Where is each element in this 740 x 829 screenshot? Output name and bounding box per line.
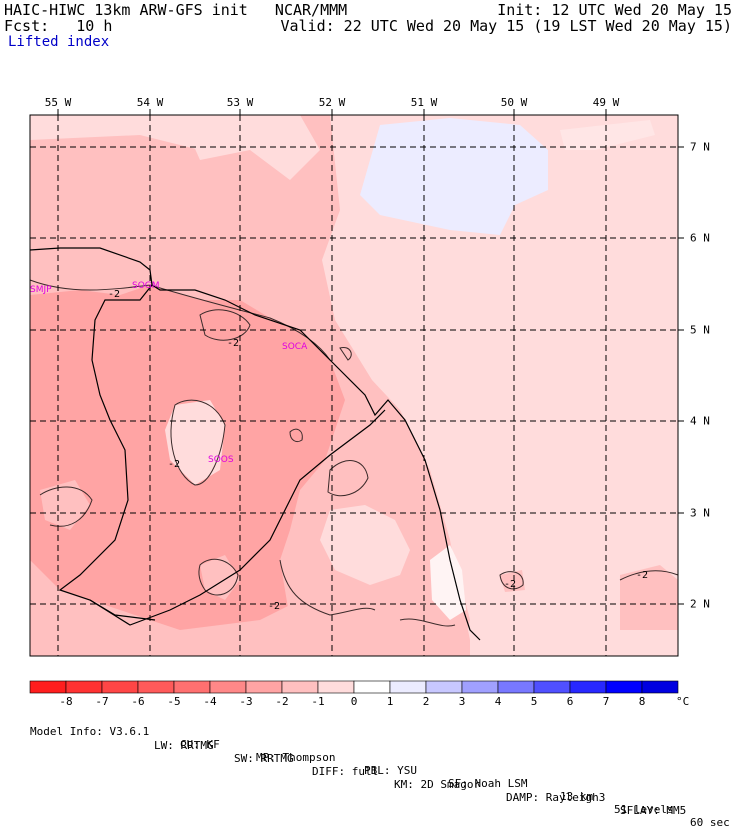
coastline-borders (29, 247, 481, 641)
lat-label: 6 N (690, 231, 710, 245)
colorbar-tick-label: -6 (131, 695, 145, 708)
contour-label: -2 (636, 570, 648, 581)
model-info-item: 60 sec (690, 816, 730, 829)
colorbar-tick-label: 7 (602, 695, 610, 708)
colorbar-tick-label: 6 (566, 695, 574, 708)
colorbar-swatch (533, 680, 571, 694)
init-time: Init: 12 UTC Wed 20 May 15 (497, 1, 732, 19)
map-frame (29, 114, 679, 657)
colorbar-tick-label: -1 (311, 695, 325, 708)
colorbar-swatch (245, 680, 283, 694)
contour-label: -2 (168, 459, 180, 470)
header-title: HAIC-HIWC 13km ARW-GFS init NCAR/MMM (4, 1, 348, 19)
colorbar-swatch (425, 680, 463, 694)
station-soos: SOOS (208, 455, 234, 465)
colorbar (29, 680, 679, 694)
map-panel: -2 -2 -2 -2 -2 -2 SMJP SOGM SOCA SOOS (29, 109, 684, 694)
lat-label: 4 N (690, 414, 710, 428)
lat-label: 7 N (690, 140, 710, 154)
colorbar-swatch (65, 680, 103, 694)
model-info-row2: LW: RRTMG SW: RRTMG DIFF: full KM: 2D Sm… (30, 726, 710, 817)
contour-label: -2 (504, 579, 516, 590)
colorbar-swatch (137, 680, 175, 694)
valid-time: Valid: 22 UTC Wed 20 May 15 (19 LST Wed … (280, 17, 732, 35)
lat-label: 5 N (690, 323, 710, 337)
lon-label: 50 W (500, 96, 528, 109)
colorbar-tick-label: -3 (239, 695, 253, 708)
forecast-hour: Fcst: 10 h (4, 17, 113, 35)
colorbar-swatch (569, 680, 607, 694)
colorbar-unit: °C (676, 695, 690, 708)
colorbar-tick-label: -2 (275, 695, 289, 708)
station-smjp: SMJP (30, 285, 52, 295)
lon-label: 53 W (226, 96, 254, 109)
colorbar-tick-label: -8 (59, 695, 73, 708)
lifted-index-field (30, 115, 678, 656)
lat-label: 3 N (690, 506, 710, 520)
lon-ticks-top (57, 109, 607, 115)
model-info-row1: Model Info: V3.6.1 CU: KF MP: Thompson P… (30, 712, 730, 829)
colorbar-swatch (461, 680, 499, 694)
lon-label: 54 W (136, 96, 164, 109)
colorbar-swatch (209, 680, 247, 694)
lon-label: 51 W (410, 96, 438, 109)
lat-ticks-right (678, 146, 684, 605)
station-sogm: SOGM (132, 281, 160, 291)
colorbar-tick-label: -7 (95, 695, 109, 708)
model-info-item: DAMP: Rayleigh3 (506, 791, 606, 804)
colorbar-swatch (605, 680, 643, 694)
colorbar-swatch (353, 680, 391, 694)
colorbar-swatch (641, 680, 679, 694)
colorbar-tick-label: 8 (638, 695, 646, 708)
graticule (30, 115, 678, 656)
colorbar-swatch (29, 680, 67, 694)
colorbar-swatch (173, 680, 211, 694)
contour-label: -2 (268, 601, 280, 612)
station-labels: SMJP SOGM SOCA SOOS (30, 281, 308, 465)
colorbar-swatch (497, 680, 535, 694)
model-info-item: SFLAY: MM5 (620, 804, 687, 817)
model-info-item: KM: 2D Smagor (394, 778, 481, 791)
contour-lines (29, 279, 679, 627)
lon-label: 55 W (44, 96, 72, 109)
model-info-item: DIFF: full (312, 765, 379, 778)
colorbar-tick-label: 3 (458, 695, 466, 708)
colorbar-tick-label: 0 (350, 695, 358, 708)
colorbar-swatch (281, 680, 319, 694)
colorbar-tick-label: 1 (386, 695, 394, 708)
lon-label: 52 W (318, 96, 346, 109)
model-info-item: LW: RRTMG (154, 739, 214, 752)
lon-label: 49 W (592, 96, 620, 109)
colorbar-swatch (317, 680, 355, 694)
lat-label: 2 N (690, 597, 710, 611)
field-name: Lifted index (8, 34, 110, 50)
colorbar-swatch (101, 680, 139, 694)
contour-labels: -2 -2 -2 -2 -2 -2 (108, 289, 648, 612)
contour-label: -2 (108, 289, 120, 300)
colorbar-tick-label: 2 (422, 695, 430, 708)
model-info-item: SW: RRTMG (234, 752, 294, 765)
colorbar-tick-label: -4 (203, 695, 217, 708)
model-info-item: Model Info: V3.6.1 (30, 725, 150, 738)
colorbar-tick-label: 4 (494, 695, 502, 708)
station-soca: SOCA (282, 342, 308, 352)
colorbar-tick-label: -5 (167, 695, 181, 708)
colorbar-tick-label: 5 (530, 695, 538, 708)
contour-label: -2 (227, 338, 239, 349)
colorbar-swatch (389, 680, 427, 694)
